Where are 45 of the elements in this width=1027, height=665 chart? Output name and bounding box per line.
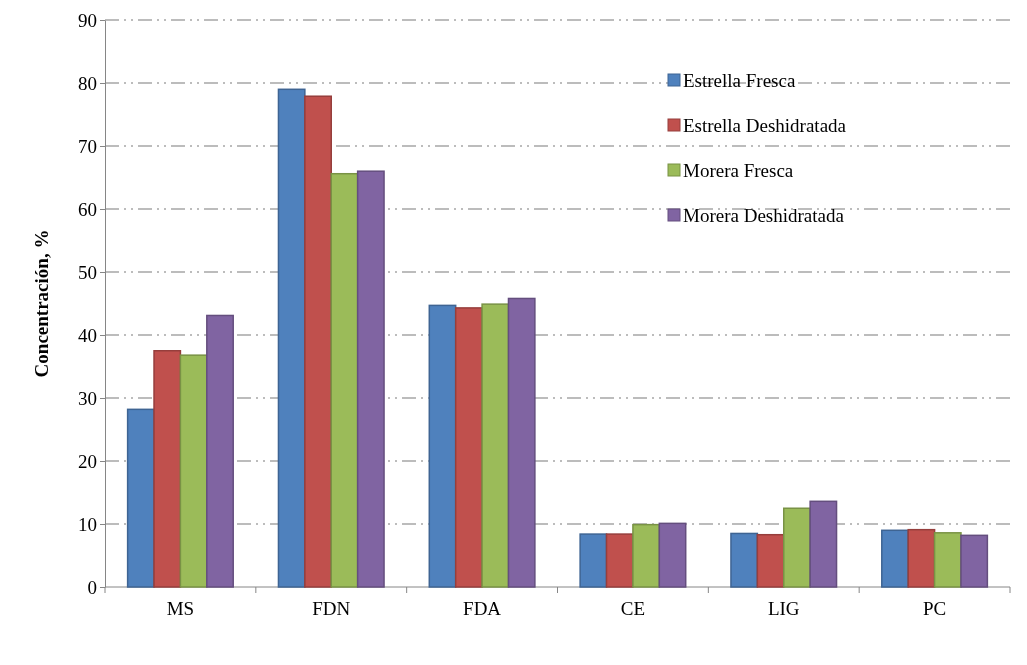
y-tick-label: 30 [78,387,97,409]
bar [356,170,385,588]
bar [330,172,359,588]
y-tick-label: 20 [78,450,97,472]
bar [153,350,182,588]
bar [881,529,909,588]
bar [605,533,634,588]
bar [579,533,608,588]
x-tick-label: PC [922,597,947,619]
bar [756,533,785,588]
x-tick-label: CE [620,597,646,619]
x-tick-label: FDA [463,597,502,619]
legend-label: Morera Fresca [683,159,794,181]
bar [507,297,536,588]
y-tick-label: 50 [78,261,97,283]
bar [304,95,332,588]
bar [126,408,155,588]
y-tick-label: 70 [78,135,97,157]
y-tick-label: 80 [78,72,97,94]
bar [907,528,936,588]
bar [428,304,457,588]
legend-label: Morera Deshidratada [683,204,845,226]
bar [454,307,483,588]
y-tick-label: 60 [78,198,97,220]
legend-label: Estrella Deshidratada [683,114,847,136]
y-tick-label: 10 [78,513,97,535]
y-tick-label: 90 [78,9,97,31]
bar [783,507,811,588]
bar [206,314,234,588]
legend-label: Estrella Fresca [683,69,796,91]
bar [277,88,306,588]
y-tick-label: 0 [87,576,97,598]
bar [658,522,687,588]
y-tick-label: 40 [78,324,97,346]
bar [179,354,208,588]
bar [730,532,759,588]
y-axis-title: Concentración, % [31,229,52,378]
bar [960,534,989,588]
bar [809,500,838,588]
bar [933,532,962,588]
bar [632,523,661,588]
x-tick-label: FDN [312,597,351,619]
bar [481,303,510,588]
x-tick-label: LIG [767,597,800,619]
x-tick-label: MS [166,597,195,619]
